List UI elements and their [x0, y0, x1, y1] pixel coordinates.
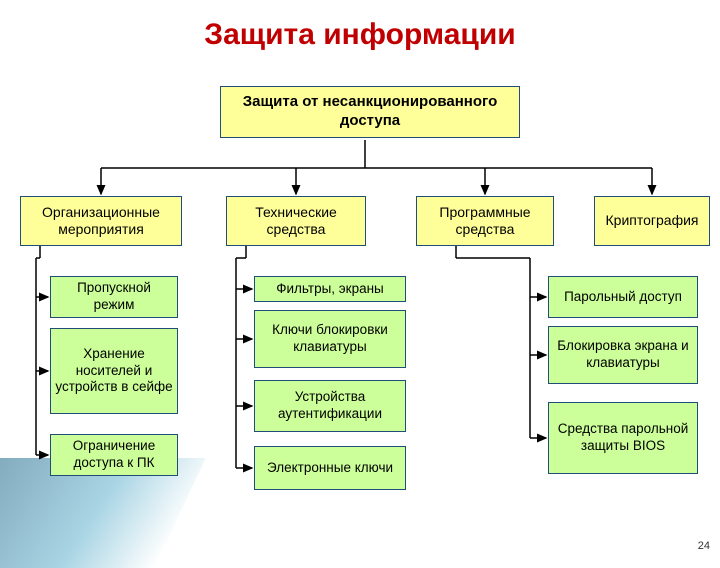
leaf-org-0: Пропускной режим	[50, 276, 178, 318]
leaf-tech-1: Ключи блокировки клавиатуры	[254, 310, 406, 368]
leaf-tech-2: Устройства аутентификации	[254, 380, 406, 432]
leaf-tech-0: Фильтры, экраны	[254, 276, 406, 302]
leaf-tech-3: Электронные ключи	[254, 446, 406, 490]
root-node: Защита от несанкционированного доступа	[220, 86, 520, 138]
category-crypto: Криптография	[594, 196, 710, 246]
leaf-org-1: Хранение носителей и устройств в сейфе	[50, 328, 178, 414]
category-tech: Технические средства	[226, 196, 366, 246]
category-org: Организационные мероприятия	[20, 196, 182, 246]
leaf-soft-2: Средства парольной защиты BIOS	[548, 402, 698, 474]
leaf-soft-0: Парольный доступ	[548, 276, 698, 318]
leaf-soft-1: Блокировка экрана и клавиатуры	[548, 326, 698, 384]
leaf-org-2: Ограничение доступа к ПК	[50, 434, 178, 476]
page-number: 24	[698, 540, 710, 552]
main-title: Защита информации	[0, 18, 720, 52]
category-soft: Программные средства	[416, 196, 554, 246]
